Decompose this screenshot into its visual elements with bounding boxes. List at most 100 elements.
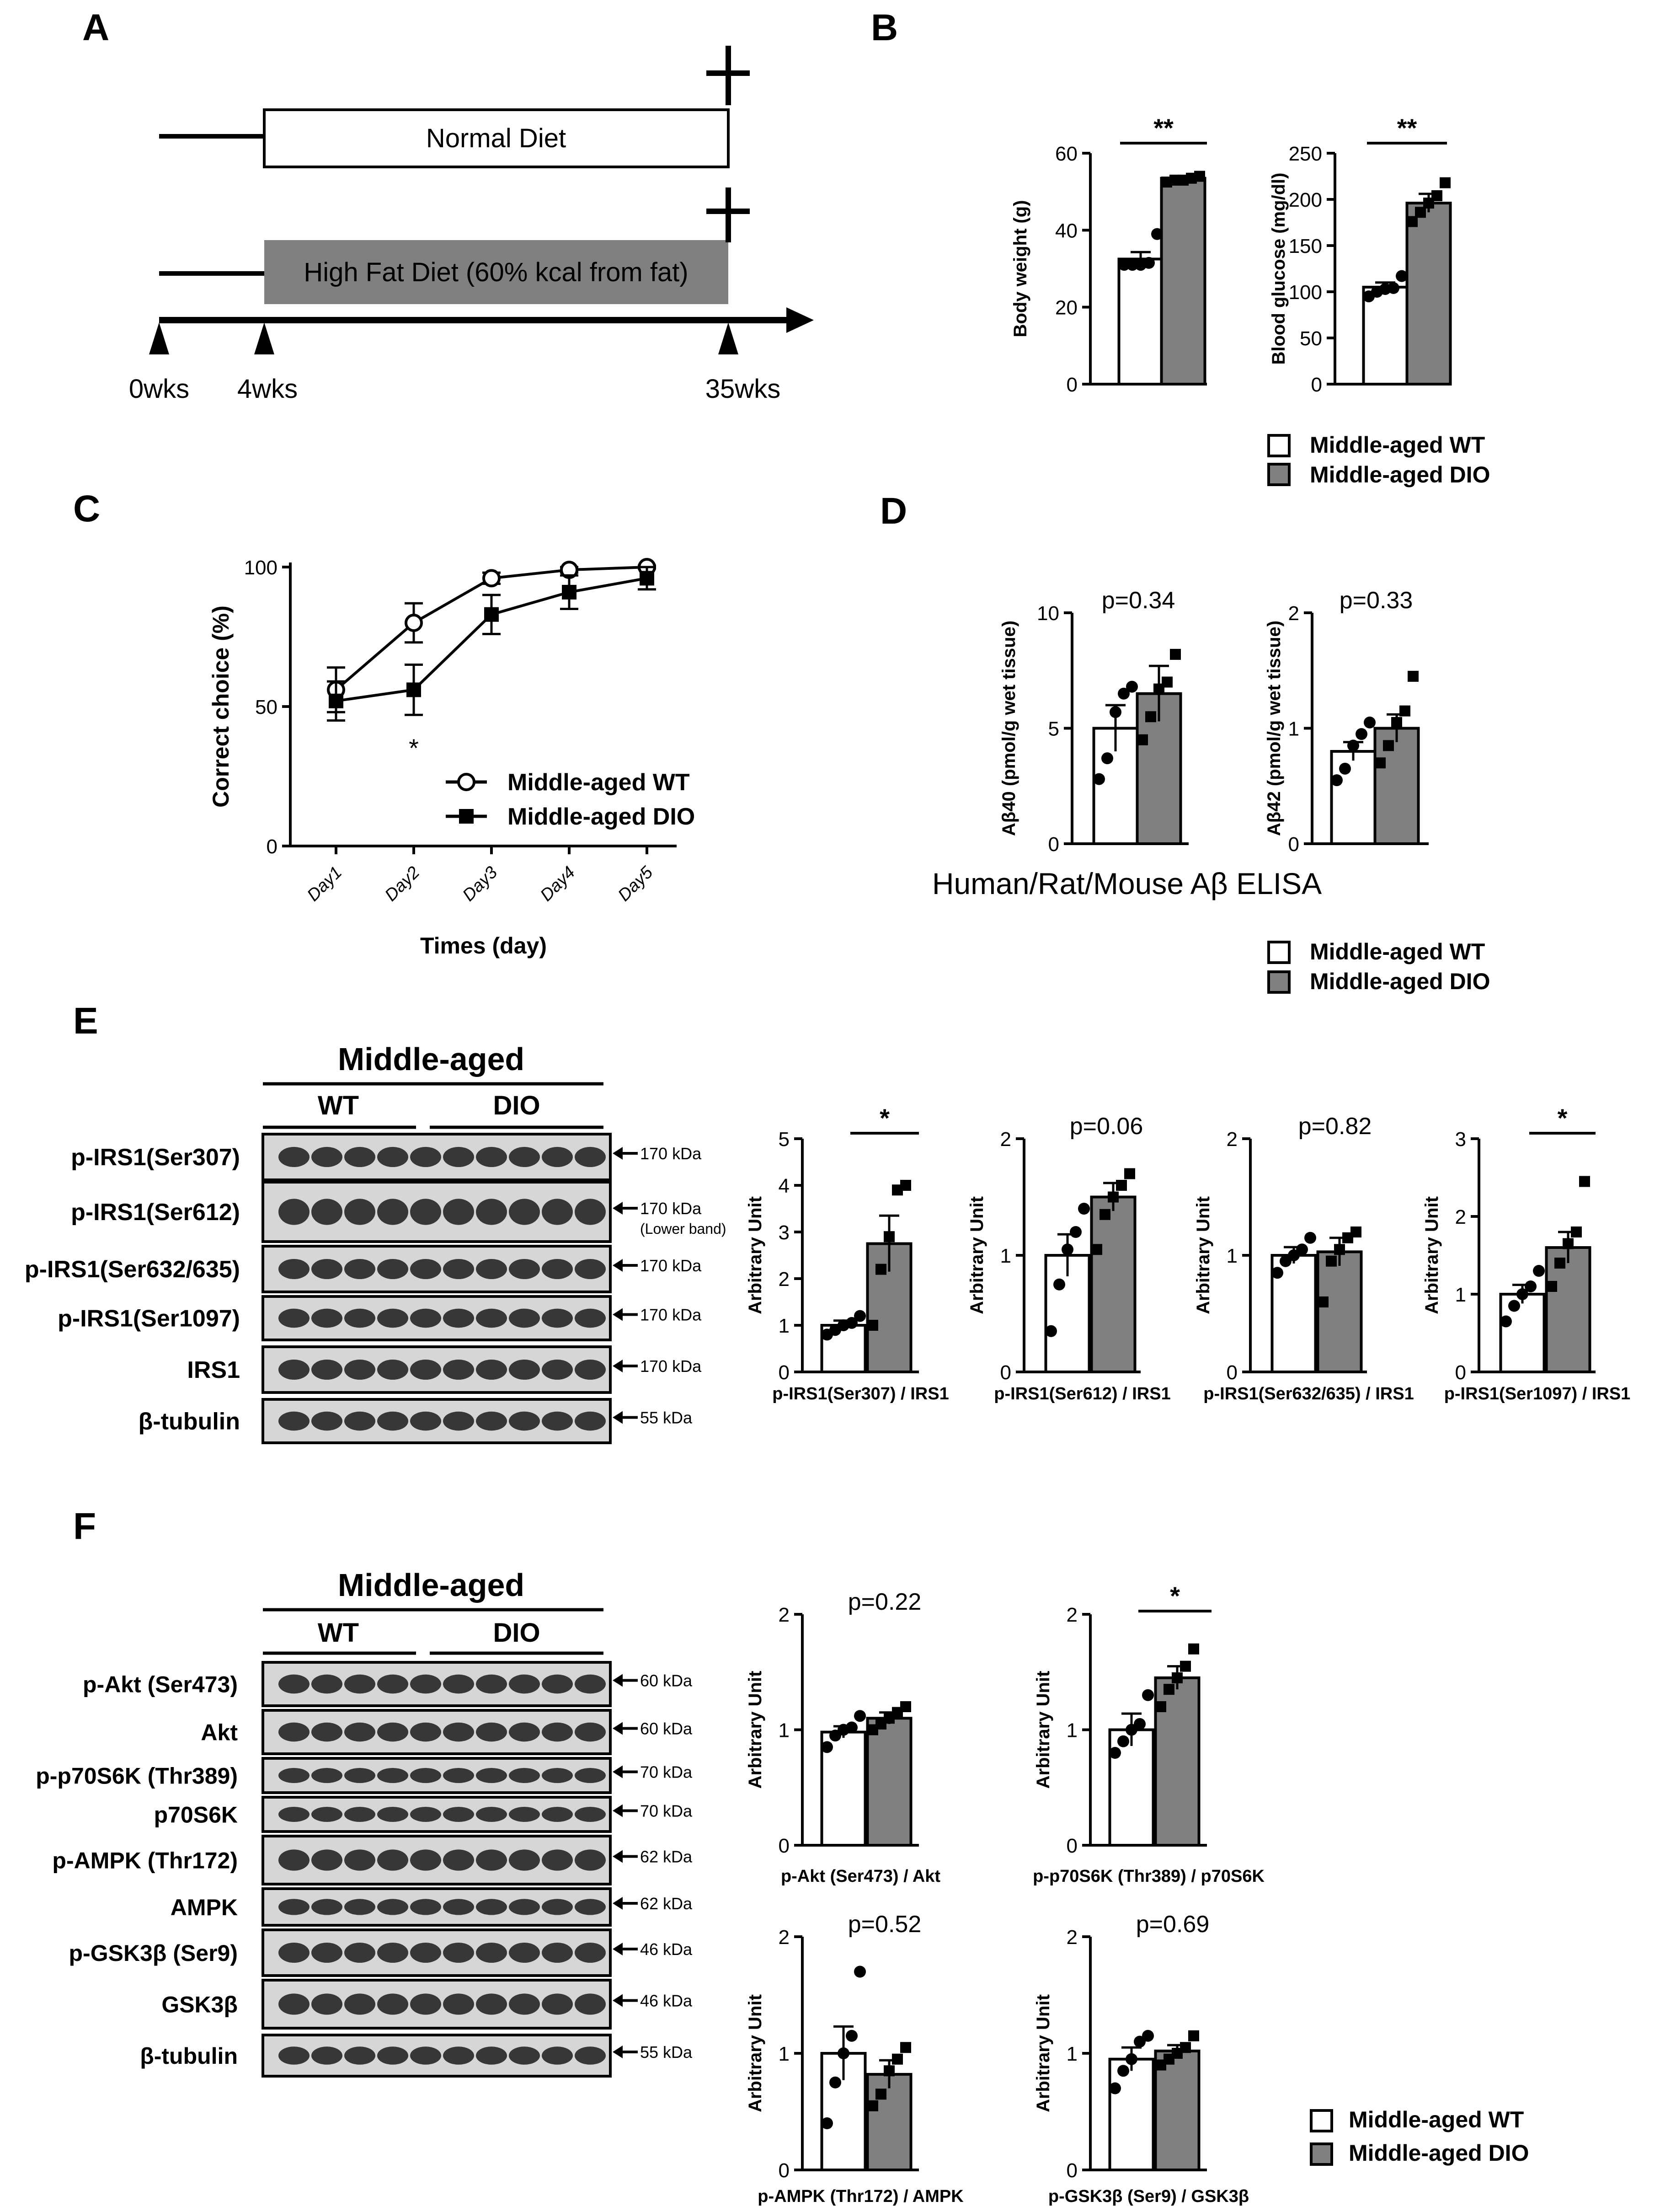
blot-kda: 62 kDa (640, 1848, 693, 1866)
chart-f3-point-wt (821, 2117, 833, 2129)
blot-band (509, 1147, 540, 1167)
blot-label: GSK3β (161, 1992, 238, 2018)
legend-c-dio-marker (459, 809, 474, 824)
panel-label-e: E (73, 1000, 98, 1042)
blot-band (377, 1768, 408, 1783)
chart-f4: 0 1 2 Arbitrary Unit p=0.69 p-GSK3β (Ser9) / … (1033, 1911, 1249, 2206)
blot-arrow-head (613, 1411, 623, 1424)
blot-kda-note: (Lower band) (640, 1221, 726, 1237)
blot-band (542, 1899, 573, 1915)
blot-band (311, 1199, 342, 1225)
chart-e4-point-wt (1516, 1288, 1528, 1300)
blot-band (278, 1360, 310, 1380)
chart-d1-tick-label: 0 (1048, 833, 1059, 856)
legend-d-wt-swatch (1267, 941, 1291, 964)
chart-f4-point-dio (1180, 2042, 1191, 2053)
panel-label-a: A (82, 7, 109, 48)
blot-arrow-head (613, 1147, 623, 1160)
chart-e3-point-dio (1334, 1244, 1345, 1255)
chart-f3-tick-label: 2 (779, 1926, 790, 1949)
timeline-diagram (149, 46, 814, 354)
chart-f2-point-wt (1134, 1718, 1146, 1730)
blot-arrow-head (613, 1674, 623, 1687)
chart-e3-bar-dio (1316, 1250, 1363, 1374)
blot-band (575, 1199, 606, 1225)
blot-arrow-head (613, 1202, 623, 1215)
blot-arrow-head (613, 1897, 623, 1910)
chart-e3-point-wt (1296, 1243, 1308, 1256)
blot-band (344, 1147, 375, 1167)
blot-band (278, 1308, 310, 1328)
blot-band (344, 1411, 375, 1431)
chart-c-point-wt (482, 569, 501, 588)
chart-b1-annotation: ** (1153, 113, 1174, 142)
legend-f-dio-swatch (1310, 2142, 1333, 2166)
blot-row: p-Akt (Ser473) 60 kDa (83, 1661, 693, 1707)
blot-band (575, 1259, 606, 1279)
chart-d2-point-wt (1347, 739, 1359, 752)
chart-b1-tick-label: 0 (1067, 374, 1078, 396)
blot-band (542, 1993, 573, 2015)
chart-b2-point-dio (1440, 177, 1451, 188)
legend-c: Middle-aged WT Middle-aged DIO (446, 769, 695, 830)
chart-f2-point-dio (1188, 1643, 1199, 1655)
chart-f2-point-dio (1164, 1684, 1174, 1695)
week4-marker (254, 322, 274, 354)
western-blots-f: p-Akt (Ser473) 60 kDa Akt 60 kDa p-p70S6K (T… (36, 1661, 693, 2078)
chart-e2-point-dio (1100, 1209, 1110, 1220)
legend-f-wt-label: Middle-aged WT (1349, 2107, 1524, 2132)
chart-e4-tick-label: 1 (1455, 1284, 1466, 1306)
chart-e2-bar-dio (1090, 1195, 1137, 1373)
chart-f1-point-wt (854, 1710, 866, 1722)
chart-d2-point-dio (1391, 717, 1402, 728)
chart-e4-point-wt (1508, 1300, 1520, 1312)
chart-d2-bar-wt (1330, 750, 1377, 845)
blot-band (443, 1411, 474, 1431)
blot-kda: 170 kDa (640, 1306, 702, 1324)
chart-f2-point-wt (1117, 1735, 1129, 1747)
blot-band (278, 2046, 310, 2065)
chart-e4: 0 1 2 3 Arbitrary Unit * p-IRS1(Ser1097) / IRS… (1422, 1103, 1630, 1403)
chart-b2-point-wt (1396, 270, 1408, 282)
chart-f3-annotation: p=0.52 (848, 1911, 922, 1938)
chart-e1-annotation: * (880, 1103, 890, 1132)
blot-arrow-head (613, 1765, 623, 1778)
chart-f4-point-dio (1188, 2030, 1199, 2041)
chart-d1-point-wt (1126, 680, 1138, 693)
blot-row: p-IRS1(Ser632/635) 170 kDa (25, 1245, 702, 1293)
blot-band (542, 1147, 573, 1167)
chart-f2-xlabel: p-p70S6K (Thr389) / p70S6K (1033, 1867, 1265, 1886)
chart-e1-xlabel: p-IRS1(Ser307) / IRS1 (772, 1384, 949, 1403)
chart-d1-point-dio (1162, 676, 1173, 688)
blot-band (377, 1722, 408, 1742)
chart-f4-tick-label: 0 (1067, 2159, 1078, 2182)
blot-band (575, 1768, 606, 1783)
legend-d-dio-label: Middle-aged DIO (1310, 969, 1490, 994)
chart-e4-bar-wt (1499, 1293, 1546, 1373)
chart-e4-ylabel: Arbitrary Unit (1422, 1196, 1442, 1314)
blot-label: p-p70S6K (Thr389) (36, 1763, 238, 1789)
chart-f1: 0 1 2 Arbitrary Unit p=0.22 p-Akt (Ser473) / … (745, 1589, 940, 1886)
panel-label-f: F (73, 1505, 96, 1547)
week4-label: 4wks (237, 374, 298, 404)
blot-band (443, 1722, 474, 1742)
blot-kda: 170 kDa (640, 1256, 702, 1275)
chart-e2: 0 1 2 Arbitrary Unit p=0.06 p-IRS1(Ser612) / … (967, 1113, 1171, 1403)
normal-diet-label: Normal Diet (426, 123, 566, 153)
hfd-label: High Fat Diet (60% kcal from fat) (304, 257, 688, 287)
normal-diet-box (263, 108, 730, 168)
chart-d2-point-dio (1408, 670, 1419, 682)
blot-band (344, 1768, 375, 1783)
blot-band (311, 1411, 342, 1431)
blot-band (542, 1807, 573, 1822)
chart-b2-tick-label: 250 (1289, 143, 1322, 165)
blot-band (311, 1943, 342, 1963)
blot-band (311, 1308, 342, 1328)
chart-f4-bar-dio (1154, 2049, 1201, 2171)
chart-e1-point-dio (884, 1231, 895, 1243)
blot-band (575, 1899, 606, 1915)
chart-b1-tick-label: 40 (1055, 220, 1078, 242)
blot-band (542, 2046, 573, 2065)
blot-band (410, 1768, 441, 1783)
chart-c-point-dio (562, 584, 576, 600)
